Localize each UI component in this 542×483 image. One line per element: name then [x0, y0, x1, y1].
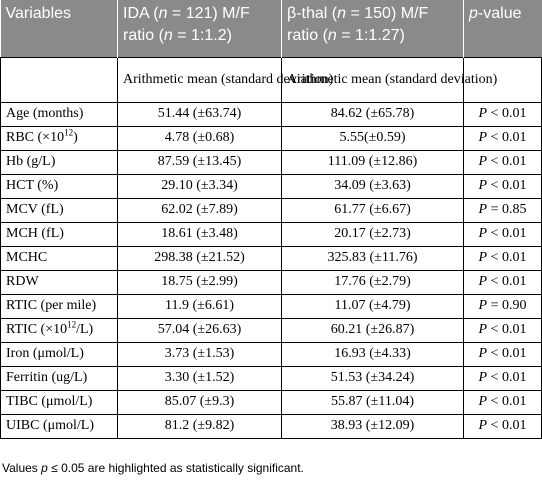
beta-thal-value-cell: 84.62 (±65.78) [281, 101, 464, 127]
p-value-cell: P < 0.01 [463, 173, 542, 199]
variable-cell: RBC (×1012) [0, 125, 118, 151]
variable-cell: Ferritin (ug/L) [0, 365, 118, 391]
beta-thal-value-cell: 60.21 (±26.87) [281, 317, 464, 343]
table-row: MCH (fL) 18.61 (±3.48) 20.17 (±2.73) P < 0.… [0, 221, 542, 247]
p-value-cell: P = 0.90 [463, 293, 542, 319]
p-value-cell: P < 0.01 [463, 341, 542, 367]
table-row: MCHC 298.38 (±21.52) 325.83 (±11.76) P < 0.… [0, 245, 542, 271]
header-beta-thal: β-thal (n = 150) M/F ratio (n = 1:1.27) [281, 0, 464, 57]
ida-value-cell: 18.75 (±2.99) [117, 269, 282, 295]
beta-thal-value-cell: 61.77 (±6.67) [281, 197, 464, 223]
table-row: Hb (g/L) 87.59 (±13.45) 111.09 (±12.86) P <… [0, 149, 542, 175]
variable-cell: UIBC (μmol/L) [0, 413, 118, 439]
ida-value-cell: 87.59 (±13.45) [117, 149, 282, 175]
p-value-cell: P < 0.01 [463, 365, 542, 391]
header-variables: Variables [5, 5, 72, 22]
subheader-row: Arithmetic mean (standard deviation) Ari… [0, 56, 542, 103]
table-header-row: Variables IDA (n = 121) M/F ratio (n = 1… [0, 0, 542, 57]
p-value-cell: P < 0.01 [463, 149, 542, 175]
ida-value-cell: 11.9 (±6.61) [117, 293, 282, 319]
table-row: RDW 18.75 (±2.99) 17.76 (±2.79) P < 0.01 [0, 269, 542, 295]
p-value-cell: P < 0.01 [463, 245, 542, 271]
variable-cell: MCH (fL) [0, 221, 118, 247]
ida-value-cell: 3.30 (±1.52) [117, 365, 282, 391]
variable-cell: RTIC (×1012/L) [0, 317, 118, 343]
table-row: Age (months) 51.44 (±63.74) 84.62 (±65.78)… [0, 101, 542, 127]
ida-value-cell: 298.38 (±21.52) [117, 245, 282, 271]
p-value-cell: P < 0.01 [463, 269, 542, 295]
beta-thal-value-cell: 111.09 (±12.86) [281, 149, 464, 175]
p-value-cell: P < 0.01 [463, 413, 542, 439]
ida-value-cell: 4.78 (±0.68) [117, 125, 282, 151]
variable-cell: TIBC (μmol/L) [0, 389, 118, 415]
p-value-cell: P < 0.01 [463, 389, 542, 415]
beta-thal-value-cell: 34.09 (±3.63) [281, 173, 464, 199]
header-ida: IDA (n = 121) M/F ratio (n = 1:1.2) [117, 0, 282, 57]
variable-cell: MCHC [0, 245, 118, 271]
variable-cell: MCV (fL) [0, 197, 118, 223]
table-footnote: Values p ≤ 0.05 are highlighted as stati… [2, 461, 304, 475]
beta-thal-value-cell: 325.83 (±11.76) [281, 245, 464, 271]
subheader-beta-thal: Arithmetic mean (standard deviation) [281, 56, 497, 103]
subheader-p-empty [463, 56, 542, 103]
beta-thal-value-cell: 17.76 (±2.79) [281, 269, 464, 295]
ida-value-cell: 57.04 (±26.63) [117, 317, 282, 343]
p-value-cell: P < 0.01 [463, 101, 542, 127]
variable-cell: RDW [0, 269, 118, 295]
table-row: UIBC (μmol/L) 81.2 (±9.82) 38.93 (±12.09) P… [0, 413, 542, 439]
p-value-cell: P < 0.01 [463, 125, 542, 151]
ida-value-cell: 29.10 (±3.34) [117, 173, 282, 199]
p-value-cell: P < 0.01 [463, 317, 542, 343]
table-row: Ferritin (ug/L) 3.30 (±1.52) 51.53 (±34.24… [0, 365, 542, 391]
subheader-ida: Arithmetic mean (standard deviation) [117, 56, 333, 103]
ida-value-cell: 18.61 (±3.48) [117, 221, 282, 247]
ida-value-cell: 51.44 (±63.74) [117, 101, 282, 127]
table-row: RTIC (per mile) 11.9 (±6.61) 11.07 (±4.79)… [0, 293, 542, 319]
ida-value-cell: 81.2 (±9.82) [117, 413, 282, 439]
p-value-cell: P = 0.85 [463, 197, 542, 223]
ida-value-cell: 3.73 (±1.53) [117, 341, 282, 367]
beta-thal-value-cell: 11.07 (±4.79) [281, 293, 464, 319]
ida-value-cell: 85.07 (±9.3) [117, 389, 282, 415]
beta-thal-value-cell: 38.93 (±12.09) [281, 413, 464, 439]
table-row: Iron (μmol/L) 3.73 (±1.53) 16.93 (±4.33) P … [0, 341, 542, 367]
subheader-empty [0, 56, 118, 103]
variable-cell: HCT (%) [0, 173, 118, 199]
beta-thal-value-cell: 5.55(±0.59) [281, 125, 464, 151]
variable-cell: RTIC (per mile) [0, 293, 118, 319]
header-p-value: p-value [463, 0, 542, 57]
table-row: RTIC (×1012/L) 57.04 (±26.63) 60.21 (±26.8… [0, 317, 542, 343]
table-row: TIBC (μmol/L) 85.07 (±9.3) 55.87 (±11.04) P… [0, 389, 542, 415]
ida-value-cell: 62.02 (±7.89) [117, 197, 282, 223]
beta-thal-value-cell: 55.87 (±11.04) [281, 389, 464, 415]
beta-thal-value-cell: 20.17 (±2.73) [281, 221, 464, 247]
beta-thal-value-cell: 51.53 (±34.24) [281, 365, 464, 391]
p-value-cell: P < 0.01 [463, 221, 542, 247]
table-row: MCV (fL) 62.02 (±7.89) 61.77 (±6.67) P = 0.… [0, 197, 542, 223]
variable-cell: Iron (μmol/L) [0, 341, 118, 367]
table-row: RBC (×1012) 4.78 (±0.68) 5.55(±0.59) P < 0.… [0, 125, 542, 151]
beta-thal-value-cell: 16.93 (±4.33) [281, 341, 464, 367]
variable-cell: Hb (g/L) [0, 149, 118, 175]
variable-cell: Age (months) [0, 101, 118, 127]
data-table: Variables IDA (n = 121) M/F ratio (n = 1… [0, 0, 542, 439]
table-row: HCT (%) 29.10 (±3.34) 34.09 (±3.63) P < 0.0… [0, 173, 542, 199]
